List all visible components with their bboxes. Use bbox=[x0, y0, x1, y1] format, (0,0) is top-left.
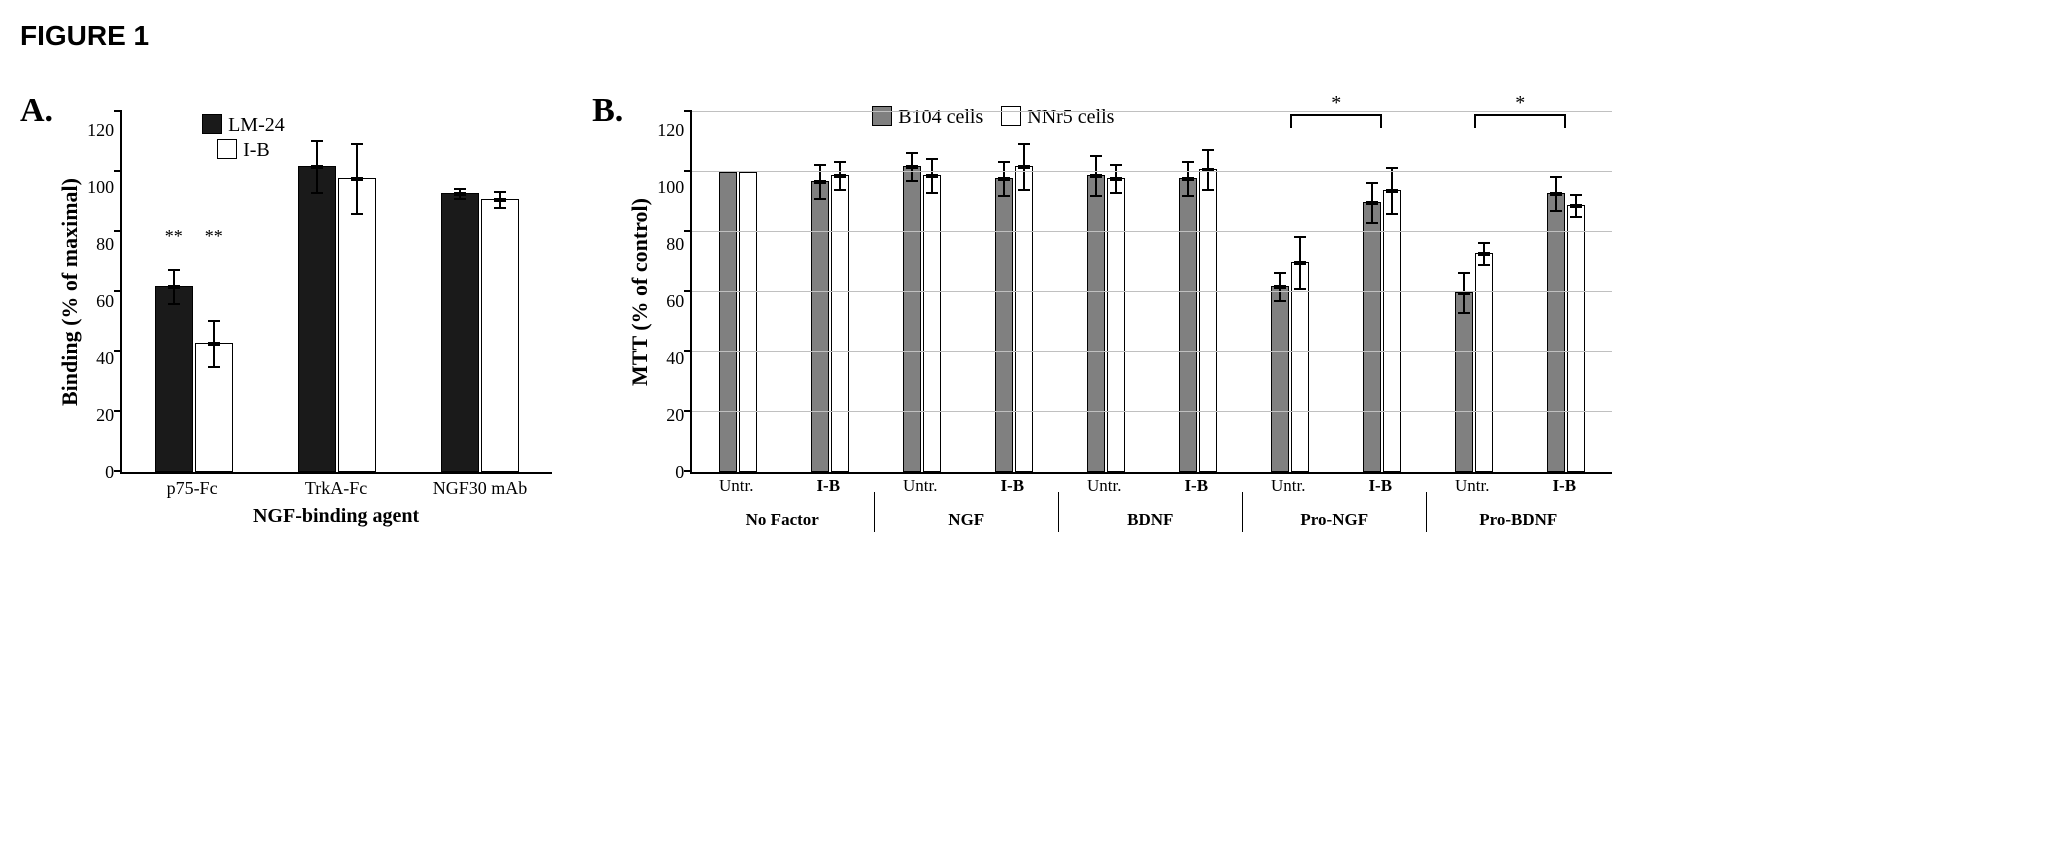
panel-b-subgroup-label: I-B bbox=[782, 476, 874, 496]
panel-b-subgroup-label: Untr. bbox=[874, 476, 966, 496]
panel-a-xlabel: p75-Fc bbox=[120, 478, 264, 499]
panel-a-xlabels: p75-FcTrkA-FcNGF30 mAb bbox=[120, 478, 552, 499]
panel-a-label: A. bbox=[20, 94, 53, 128]
panel-b-factor-label: BDNF bbox=[1058, 510, 1242, 530]
panel-a-bars: ** ** bbox=[122, 112, 552, 472]
bar bbox=[1383, 190, 1401, 472]
panel-b-factor-label: NGF bbox=[874, 510, 1058, 530]
panel-b-ytick-label: 0 bbox=[675, 463, 684, 481]
panel-b-factor-label: Pro-NGF bbox=[1242, 510, 1426, 530]
bar-group bbox=[1244, 112, 1336, 472]
figure-title: FIGURE 1 bbox=[20, 20, 2045, 52]
bar bbox=[1107, 178, 1125, 472]
bar bbox=[1271, 286, 1289, 472]
bar bbox=[195, 343, 233, 472]
bar bbox=[1179, 178, 1197, 472]
significance-bracket: * bbox=[1290, 114, 1382, 136]
panel-b-plot-area: B104 cellsNNr5 cells ** bbox=[690, 112, 1612, 474]
panel-b-ytick-label: 80 bbox=[666, 235, 684, 253]
significance-mark: ** bbox=[165, 226, 183, 247]
bar bbox=[1199, 169, 1217, 472]
bar bbox=[1363, 202, 1381, 472]
bar-group bbox=[876, 112, 968, 472]
panel-b-factor-row: No FactorNGFBDNFPro-NGFPro-BDNF bbox=[690, 510, 1610, 530]
panel-b-ytick-label: 120 bbox=[657, 121, 684, 139]
bar bbox=[481, 199, 519, 472]
panel-b-ytick-label: 40 bbox=[666, 349, 684, 367]
panel-b-subgroup-label: I-B bbox=[1518, 476, 1610, 496]
panel-a-ytick-label: 20 bbox=[96, 406, 114, 424]
panel-b-ytick-label: 60 bbox=[666, 292, 684, 310]
panel-a-ytick-label: 80 bbox=[96, 235, 114, 253]
panel-b-bars bbox=[692, 112, 1612, 472]
significance-mark: * bbox=[1331, 92, 1341, 115]
bar-group bbox=[1336, 112, 1428, 472]
panel-a-ytick-label: 120 bbox=[87, 121, 114, 139]
panel-a-chart: Binding (% of maximal) 120100806040200 L… bbox=[57, 112, 552, 528]
panel-a-ytick-label: 100 bbox=[87, 178, 114, 196]
panel-b-label: B. bbox=[592, 94, 623, 128]
bar-group bbox=[968, 112, 1060, 472]
bar bbox=[811, 181, 829, 472]
bar bbox=[1455, 292, 1473, 472]
panel-b-subgroup-label: Untr. bbox=[690, 476, 782, 496]
panel-b-subgroup-row: Untr.I-BUntr.I-BUntr.I-BUntr.I-BUntr.I-B bbox=[690, 476, 1610, 496]
panel-a: A. Binding (% of maximal) 12010080604020… bbox=[20, 112, 552, 528]
panel-a-ytick-label: 40 bbox=[96, 349, 114, 367]
panel-a-yaxis: 120100806040200 bbox=[87, 112, 120, 472]
panel-a-xlabel: NGF30 mAb bbox=[408, 478, 552, 499]
bar bbox=[739, 172, 757, 472]
panels-row: A. Binding (% of maximal) 12010080604020… bbox=[20, 112, 2045, 530]
panel-b-factor-label: No Factor bbox=[690, 510, 874, 530]
bar-group bbox=[1060, 112, 1152, 472]
panel-b: B. MTT (% of control) 120100806040200 B1… bbox=[592, 112, 1612, 530]
bar bbox=[719, 172, 737, 472]
bar-group bbox=[784, 112, 876, 472]
bar-group bbox=[1520, 112, 1612, 472]
panel-b-subgroup-label: I-B bbox=[1334, 476, 1426, 496]
bar-group bbox=[1152, 112, 1244, 472]
bar-group bbox=[692, 112, 784, 472]
panel-a-ylabel: Binding (% of maximal) bbox=[57, 112, 83, 472]
panel-a-xaxis-label: NGF-binding agent bbox=[120, 505, 552, 528]
significance-mark: ** bbox=[205, 226, 223, 247]
panel-b-ytick-label: 100 bbox=[657, 178, 684, 196]
panel-b-subgroup-label: Untr. bbox=[1426, 476, 1518, 496]
significance-bracket: * bbox=[1474, 114, 1566, 136]
bar bbox=[903, 166, 921, 472]
bar bbox=[1567, 205, 1585, 472]
panel-b-subgroup-label: I-B bbox=[966, 476, 1058, 496]
bar-group bbox=[1428, 112, 1520, 472]
bar bbox=[995, 178, 1013, 472]
panel-a-ytick-label: 0 bbox=[105, 463, 114, 481]
bar bbox=[298, 166, 336, 472]
bar bbox=[1547, 193, 1565, 472]
bar bbox=[338, 178, 376, 472]
panel-b-subgroup-label: Untr. bbox=[1058, 476, 1150, 496]
panel-a-plot-area: LM-24I-B **** bbox=[120, 112, 552, 474]
panel-b-factor-label: Pro-BDNF bbox=[1426, 510, 1610, 530]
panel-a-ytick-label: 60 bbox=[96, 292, 114, 310]
bar bbox=[831, 175, 849, 472]
panel-b-ytick-label: 20 bbox=[666, 406, 684, 424]
panel-b-subgroup-label: I-B bbox=[1150, 476, 1242, 496]
panel-b-subgroup-label: Untr. bbox=[1242, 476, 1334, 496]
bar bbox=[1475, 253, 1493, 472]
bar bbox=[1015, 166, 1033, 472]
panel-a-xlabel: TrkA-Fc bbox=[264, 478, 408, 499]
bar bbox=[155, 286, 193, 472]
bar bbox=[923, 175, 941, 472]
bar bbox=[441, 193, 479, 472]
bar-group bbox=[409, 112, 552, 472]
significance-mark: * bbox=[1515, 92, 1525, 115]
panel-b-ylabel: MTT (% of control) bbox=[627, 112, 653, 472]
bar bbox=[1087, 175, 1105, 472]
panel-b-chart: MTT (% of control) 120100806040200 B104 … bbox=[627, 112, 1612, 530]
bar bbox=[1291, 262, 1309, 472]
panel-b-yaxis: 120100806040200 bbox=[657, 112, 690, 472]
bar-group: ** ** bbox=[122, 112, 265, 472]
bar-group bbox=[265, 112, 408, 472]
